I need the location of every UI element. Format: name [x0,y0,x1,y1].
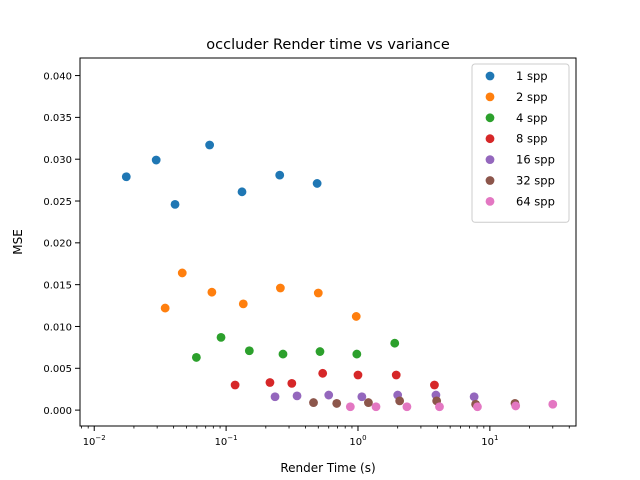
y-axis: 0.000 0.005 0.010 0.015 0.020 0.025 0.030 0.035… [43,71,80,417]
data-point [160,303,170,313]
plot-frame [79,57,577,427]
data-point [371,402,381,412]
data-point [332,399,342,408]
y-tick-label: 0.015 [43,280,72,291]
data-point [177,268,187,278]
data-point [207,287,217,297]
data-point [275,283,285,293]
data-point [216,332,226,342]
data-point [312,179,322,188]
y-tick-label: 0.000 [43,406,72,417]
legend-label: 4 spp [516,111,548,125]
data-point [313,288,323,298]
data-point [391,370,401,380]
x-tick-base: 10 [349,437,362,448]
legend-label: 32 spp [516,174,555,188]
legend: 1 spp 2 spp 4 spp 8 spp 16 spp 32 spp 64 spp [471,63,570,223]
x-tick-exponent: 0 [362,434,366,442]
data-point [151,155,161,165]
x-tick-exponent: −1 [227,434,237,442]
data-point [353,370,363,380]
x-tick-label: 101 [481,434,498,448]
data-point [357,392,367,402]
data-point [270,392,280,402]
series-2-spp [160,268,361,321]
data-point [309,398,318,407]
data-point [287,378,297,388]
data-point [275,170,285,180]
data-point [352,349,362,359]
data-point [237,187,247,197]
data-point [435,402,444,412]
x-tick-base: 10 [215,437,228,448]
series-1-spp [121,140,322,209]
series-8-spp [230,368,439,390]
data-point [473,402,482,412]
data-point [511,401,521,411]
data-point [244,346,254,356]
data-point [292,391,302,401]
legend-marker [485,92,495,102]
series-4-spp [191,332,400,362]
data-point [278,349,288,359]
data-point [121,172,131,182]
data-point [238,299,248,309]
y-tick-label: 0.035 [43,113,72,124]
data-point [364,398,373,407]
data-point [315,347,325,356]
data-point [390,338,400,348]
data-point [430,380,439,390]
data-point [469,392,479,402]
x-tick-label: 10−2 [83,434,106,448]
y-tick-label: 0.025 [43,197,72,208]
legend-marker [485,71,495,81]
y-tick-label: 0.020 [43,239,72,250]
legend-marker [485,134,495,144]
data-point [395,396,405,406]
x-axis-label: Render Time (s) [280,461,375,475]
legend-marker [485,113,495,123]
data-point [318,368,328,378]
data-point [351,312,361,321]
legend-marker [485,197,495,206]
legend-label: 1 spp [516,69,548,83]
x-tick-base: 10 [83,437,96,448]
y-tick-label: 0.010 [43,322,72,333]
data-point [170,199,180,209]
plot-area [121,140,558,412]
data-point [402,402,412,412]
data-point [265,378,275,387]
x-tick-label: 100 [349,434,366,448]
x-tick-base: 10 [481,437,494,448]
y-tick-label: 0.005 [43,364,72,375]
legend-marker [485,155,495,165]
y-tick-label: 0.030 [43,155,72,166]
x-tick-label: 10−1 [215,434,238,448]
x-tick-exponent: 1 [494,434,498,442]
data-point [191,353,201,362]
legend-label: 64 spp [516,194,555,208]
data-point [548,399,558,409]
x-tick-exponent: −2 [95,434,105,442]
legend-marker [485,176,495,185]
legend-label: 8 spp [516,132,548,146]
series-64-spp [345,399,558,412]
data-point [205,140,215,150]
data-point [345,402,355,412]
legend-label: 16 spp [516,153,555,167]
data-point [324,390,334,400]
chart-title: occluder Render time vs variance [206,37,450,53]
data-point [230,380,240,390]
y-axis-label: MSE [11,229,25,255]
legend-frame [471,63,570,223]
y-tick-label: 0.040 [43,71,72,82]
legend-label: 2 spp [516,90,548,104]
